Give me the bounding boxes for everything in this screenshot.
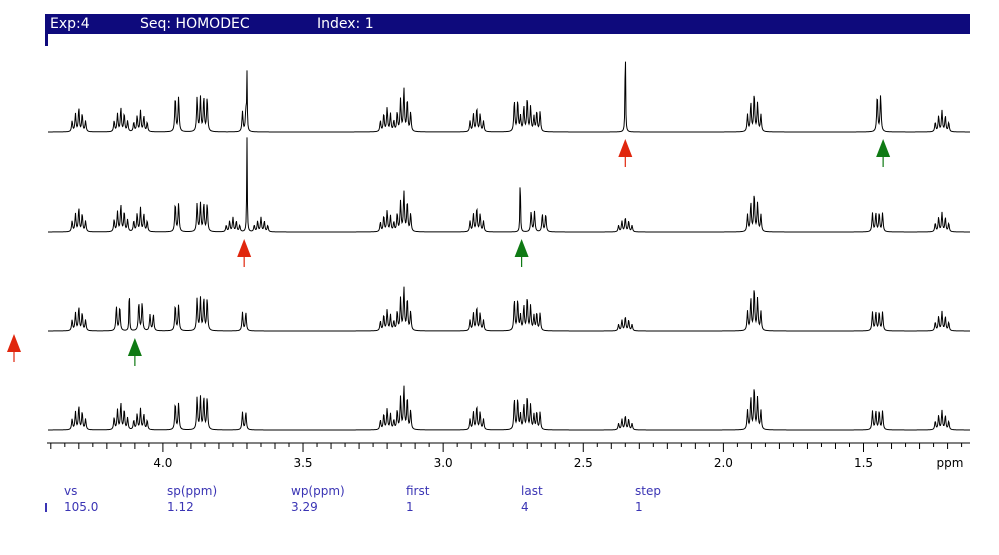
spectra-plot: 4.0 3.5 3.0 2.5 2.0 1.5 ppm — [7, 61, 970, 470]
param-value[interactable]: 4 — [521, 500, 529, 514]
parameter-panel: vs 105.0 sp(ppm) 1.12 wp(ppm) 3.29 first 1 last 4… — [0, 478, 999, 518]
param-label: step — [635, 484, 661, 498]
param-label: vs — [64, 484, 78, 498]
arrow-marker-6 — [7, 334, 21, 362]
param-label: sp(ppm) — [167, 484, 218, 498]
param-value[interactable]: 1.12 — [167, 500, 194, 514]
param-label: last — [521, 484, 543, 498]
markers-group — [7, 139, 891, 366]
spectrum-trace-2 — [48, 137, 970, 233]
tick-label: 2.5 — [574, 456, 593, 470]
ppm-axis: 4.0 3.5 3.0 2.5 2.0 1.5 — [47, 442, 970, 470]
tick-label: 3.5 — [293, 456, 312, 470]
arrow-marker-2 — [876, 139, 891, 167]
tick-label: 3.0 — [434, 456, 453, 470]
tick-label: 2.0 — [714, 456, 733, 470]
spectrum-trace-4 — [48, 385, 970, 431]
param-value[interactable]: 1 — [635, 500, 643, 514]
tick-label: 4.0 — [153, 456, 172, 470]
x-axis-label: ppm — [937, 456, 964, 470]
input-cursor — [45, 503, 47, 512]
index-label: Index: 1 — [317, 16, 374, 32]
spectra-group — [48, 61, 970, 431]
param-value[interactable]: 105.0 — [64, 500, 99, 514]
sequence-label: Seq: HOMODEC — [140, 16, 250, 32]
arrow-marker-5 — [127, 338, 142, 366]
param-label: first — [406, 484, 430, 498]
spectrum-trace-3 — [48, 286, 970, 332]
param-value[interactable]: 1 — [406, 500, 414, 514]
spectrum-trace-1 — [48, 61, 970, 133]
tick-label: 1.5 — [854, 456, 873, 470]
param-value[interactable]: 3.29 — [291, 500, 318, 514]
arrow-marker-3 — [237, 239, 252, 267]
title-bar: Exp:4 Seq: HOMODEC Index: 1 — [45, 14, 970, 34]
frame-edge — [45, 34, 48, 46]
arrow-marker-1 — [618, 139, 633, 167]
arrow-marker-4 — [514, 239, 529, 267]
param-label: wp(ppm) — [291, 484, 345, 498]
experiment-label: Exp:4 — [50, 16, 90, 32]
